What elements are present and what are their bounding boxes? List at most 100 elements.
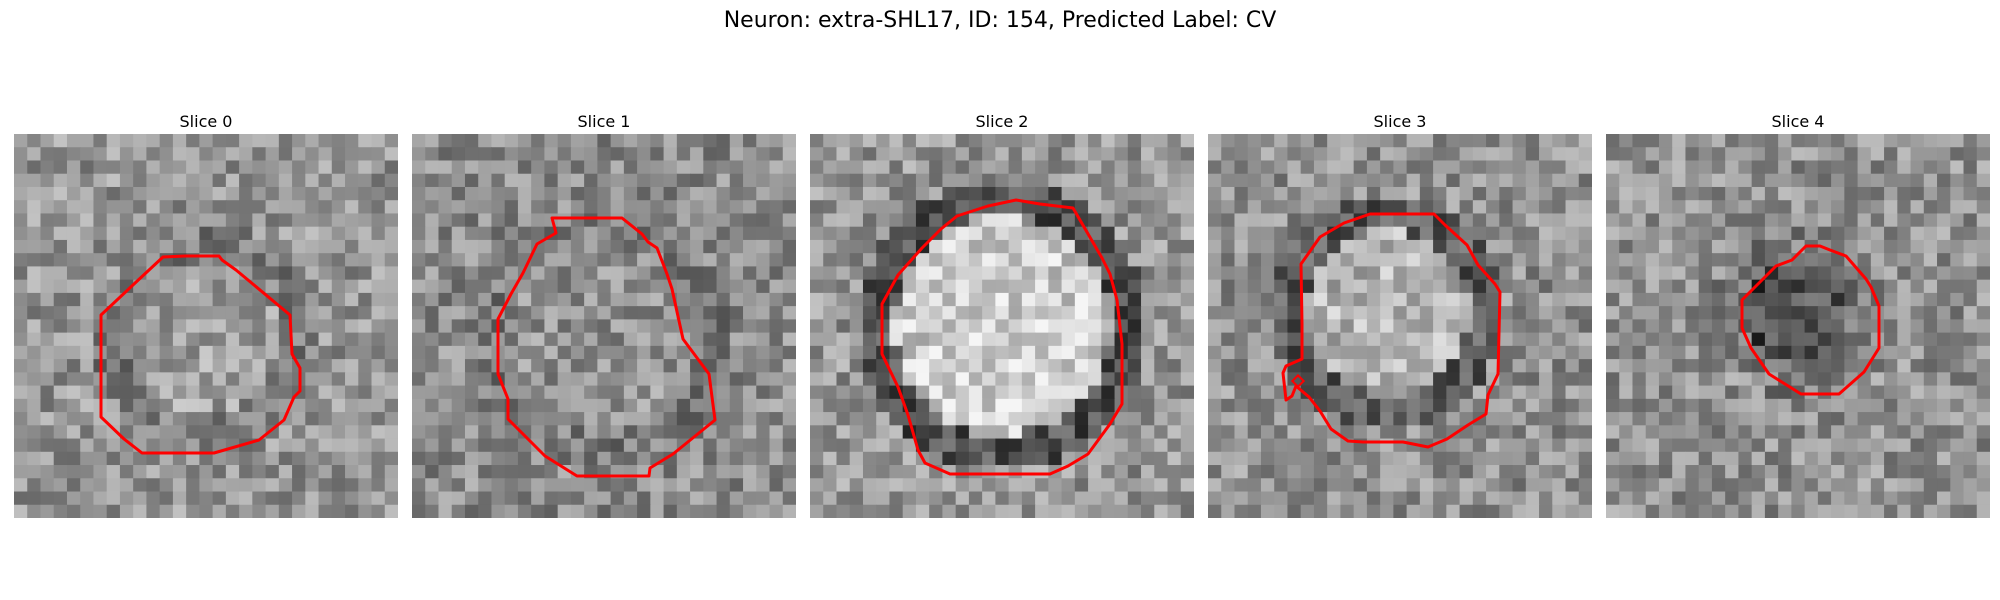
pixel [1472, 134, 1487, 148]
pixel [782, 451, 796, 466]
pixel [729, 173, 744, 188]
pixel [1897, 504, 1912, 518]
pixel [305, 266, 320, 281]
pixel [119, 478, 134, 493]
pixel [1552, 186, 1567, 201]
pixel [371, 173, 386, 188]
pixel [637, 279, 651, 294]
pixel [531, 491, 546, 506]
pixel [305, 504, 320, 518]
pixel [756, 292, 771, 307]
pixel [133, 372, 148, 387]
pixel [478, 134, 493, 148]
pixel [1074, 345, 1089, 360]
pixel [1035, 465, 1049, 479]
pixel [14, 186, 28, 201]
pixel [186, 451, 200, 466]
segmentation-outline [99, 254, 302, 455]
pixel [292, 147, 306, 162]
pixel [1884, 345, 1898, 360]
pixel [265, 200, 280, 215]
pixel [531, 451, 546, 466]
pixel [199, 173, 214, 188]
pixel [968, 279, 983, 294]
pixel [1114, 213, 1129, 228]
pixel [915, 292, 930, 307]
pixel [1923, 478, 1938, 493]
pixel [557, 239, 572, 254]
pixel [1897, 173, 1912, 188]
pixel [929, 504, 944, 518]
pixel [384, 504, 398, 518]
pixel [1764, 253, 1779, 268]
pixel [1393, 279, 1408, 294]
pixel [1817, 478, 1832, 493]
pixel [1725, 279, 1740, 294]
pixel [1340, 385, 1355, 400]
pixel [1791, 451, 1806, 466]
pixel [1751, 332, 1766, 347]
pixel [53, 266, 68, 281]
pixel [1778, 438, 1792, 453]
pixel [1074, 279, 1089, 294]
pixel [823, 359, 838, 373]
pixel [703, 478, 718, 493]
pixel [478, 186, 493, 201]
pixel [133, 359, 148, 373]
pixel [729, 213, 744, 228]
pixel [1141, 319, 1155, 334]
pixel [1619, 372, 1634, 387]
pixel [1180, 478, 1194, 493]
pixel [650, 359, 665, 373]
pixel [278, 359, 293, 373]
pixel [464, 186, 479, 201]
pixel [1512, 438, 1527, 453]
pixel [1287, 412, 1302, 426]
pixel [371, 147, 386, 162]
pixel [1632, 226, 1647, 241]
pixel [1366, 332, 1381, 347]
pixel [955, 491, 970, 506]
pixel [729, 253, 744, 268]
slice-image [1208, 134, 1592, 518]
pixel [1101, 306, 1116, 320]
pixel [331, 319, 346, 334]
pixel [1035, 412, 1049, 426]
pixel [1154, 465, 1169, 479]
pixel [531, 186, 546, 201]
pixel [1340, 266, 1355, 281]
pixel [1393, 186, 1408, 201]
pixel [478, 372, 493, 387]
pixel [425, 173, 440, 188]
pixel [40, 173, 55, 188]
pixel [1380, 173, 1394, 188]
pixel [186, 306, 200, 320]
pixel [27, 451, 42, 466]
pixel [1778, 478, 1792, 493]
pixel [769, 465, 784, 479]
pixel [412, 173, 426, 188]
pixel [1645, 425, 1660, 440]
pixel [1180, 160, 1194, 175]
grayscale-patch [1606, 134, 1990, 518]
pixel [186, 504, 200, 518]
pixel [1167, 160, 1182, 175]
pixel [1459, 306, 1474, 320]
pixel [955, 504, 970, 518]
pixel [1632, 306, 1647, 320]
pixel [1114, 504, 1129, 518]
pixel [464, 147, 479, 162]
pixel [1327, 213, 1342, 228]
pixel [876, 438, 891, 453]
pixel [623, 147, 638, 162]
pixel [1313, 292, 1328, 307]
pixel [769, 279, 784, 294]
pixel [1884, 186, 1898, 201]
pixel [650, 134, 665, 148]
pixel [968, 292, 983, 307]
pixel [862, 359, 877, 373]
pixel [544, 319, 559, 334]
pixel [743, 147, 757, 162]
pixel [438, 425, 453, 440]
pixel [1525, 253, 1540, 268]
